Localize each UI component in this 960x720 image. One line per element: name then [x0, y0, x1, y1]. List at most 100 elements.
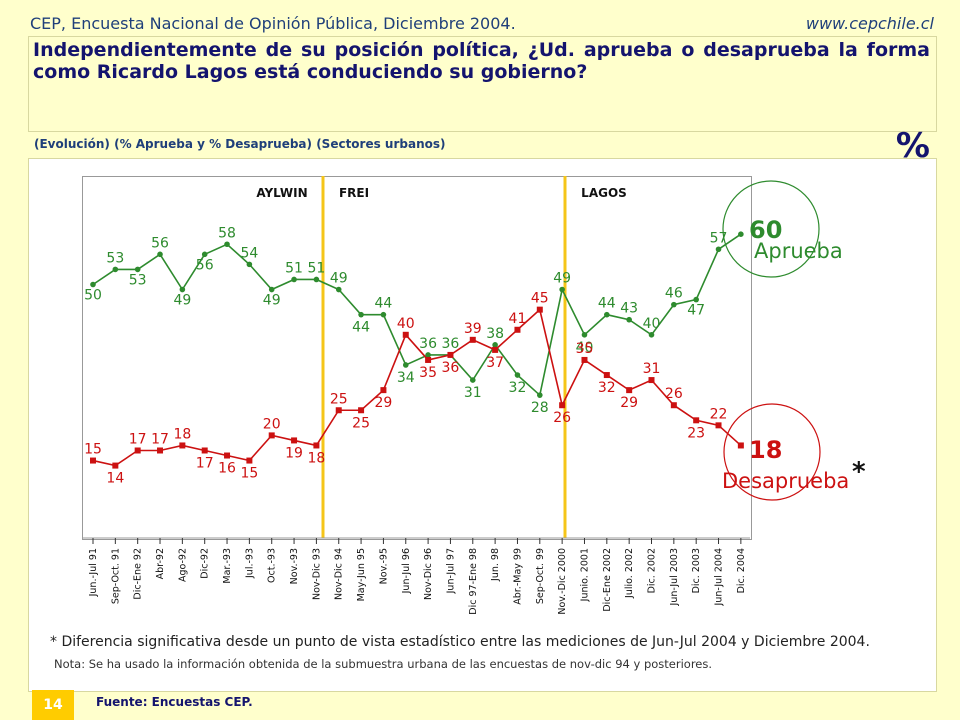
aprueba-data-label: 51	[285, 260, 303, 276]
desaprueba-data-point	[581, 356, 588, 363]
x-axis-category-label: Nov.-95	[378, 548, 389, 584]
aprueba-data-label: 40	[643, 316, 661, 332]
website-link[interactable]: www.cepchile.cl	[805, 14, 934, 33]
aprueba-data-label: 56	[151, 235, 169, 251]
survey-source-header: CEP, Encuesta Nacional de Opinión Públic…	[30, 14, 516, 33]
aprueba-data-point	[581, 332, 588, 338]
aprueba-data-point	[648, 332, 655, 338]
aprueba-data-label: 36	[419, 336, 437, 352]
desaprueba-data-point	[224, 452, 231, 459]
desaprueba-data-label: 26	[553, 410, 571, 426]
desaprueba-data-label: 39	[464, 321, 482, 337]
aprueba-data-label: 28	[531, 400, 549, 416]
question-text: Independientemente de su posición políti…	[33, 39, 930, 83]
desaprueba-final-value: 18	[749, 436, 782, 464]
desaprueba-data-label: 25	[352, 415, 370, 431]
aprueba-data-point	[134, 266, 141, 273]
x-axis-category-label: Abr-92	[155, 548, 166, 579]
aprueba-data-label: 53	[106, 250, 124, 266]
aprueba-data-point	[268, 286, 275, 293]
desaprueba-data-point	[201, 447, 208, 454]
x-axis-category-label: Junio. 2001	[579, 548, 590, 602]
aprueba-data-point	[402, 362, 409, 368]
aprueba-data-point	[313, 276, 320, 283]
desaprueba-data-label: 40	[397, 316, 415, 332]
aprueba-data-label: 34	[397, 370, 415, 386]
desaprueba-data-label: 29	[620, 395, 638, 411]
desaprueba-data-label: 41	[509, 311, 527, 327]
desaprueba-data-point	[358, 407, 365, 414]
aprueba-data-label: 53	[129, 272, 147, 288]
x-axis-category-label: Jun-Jul 2004	[714, 548, 725, 606]
x-axis-category-label: Dic-92	[200, 548, 211, 579]
desaprueba-data-point	[335, 407, 342, 414]
x-axis-category-label: Nov-Dic 96	[423, 548, 434, 600]
aprueba-data-point	[537, 392, 543, 398]
x-axis-category-label: Julio. 2002	[624, 548, 635, 599]
page-number: 14	[32, 690, 74, 720]
desaprueba-data-point	[492, 346, 499, 353]
aprueba-data-label: 32	[509, 380, 527, 396]
desaprueba-data-point	[268, 432, 275, 439]
desaprueba-data-point	[603, 372, 610, 379]
aprueba-data-point	[291, 276, 297, 283]
x-axis-category-label: May-Jun 95	[356, 548, 367, 601]
aprueba-data-point	[201, 251, 208, 258]
aprueba-data-label: 36	[442, 336, 460, 352]
desaprueba-data-label: 18	[307, 450, 325, 466]
aprueba-series-line	[92, 233, 742, 397]
desaprueba-data-point	[90, 457, 96, 464]
desaprueba-data-point	[447, 351, 454, 358]
aprueba-data-point	[335, 286, 342, 293]
period-label: FREI	[339, 186, 369, 200]
x-axis-category-label: Jun-Jul 2003	[669, 548, 680, 606]
aprueba-data-label: 58	[218, 225, 236, 241]
desaprueba-data-label: 29	[375, 395, 393, 411]
desaprueba-data-point	[246, 457, 253, 464]
aprueba-data-point	[715, 246, 722, 253]
aprueba-data-label: 49	[553, 271, 571, 287]
aprueba-data-label: 49	[173, 293, 191, 309]
desaprueba-data-label: 17	[129, 431, 147, 447]
desaprueba-data-point	[134, 447, 141, 454]
desaprueba-data-point	[737, 442, 744, 449]
desaprueba-data-point	[179, 442, 186, 449]
x-axis-category-label: Jun-Jul 97	[445, 548, 456, 594]
desaprueba-data-label: 15	[240, 466, 258, 482]
aprueba-data-label: 50	[84, 288, 102, 304]
aprueba-data-point	[112, 266, 119, 273]
x-axis-category-label: Dic-Ene 92	[133, 548, 144, 600]
aprueba-data-label: 44	[598, 296, 616, 312]
desaprueba-data-label: 17	[151, 431, 169, 447]
desaprueba-data-point	[670, 402, 677, 409]
aprueba-data-label: 47	[687, 303, 705, 319]
chart-subtitle: (Evolución) (% Aprueba y % Desaprueba) (…	[34, 137, 446, 151]
aprueba-data-point	[738, 231, 744, 237]
x-axis-category-label: Jun.-Jul 91	[88, 548, 99, 597]
desaprueba-data-label: 32	[598, 380, 616, 396]
aprueba-data-label: 46	[665, 286, 683, 302]
desaprueba-data-point	[693, 417, 700, 424]
desaprueba-data-label: 37	[486, 355, 504, 371]
aprueba-data-point	[671, 301, 677, 308]
desaprueba-data-point	[291, 437, 298, 444]
desaprueba-data-label: 16	[218, 461, 236, 477]
x-axis-category-label: Nov-Dic 94	[334, 548, 345, 600]
aprueba-data-label: 56	[196, 257, 214, 273]
x-axis-category-label: Nov-Dic 93	[311, 548, 322, 600]
desaprueba-data-point	[112, 462, 119, 469]
desaprueba-data-label: 45	[531, 291, 549, 307]
x-axis-category-label: Jun-Jul 96	[401, 548, 412, 594]
aprueba-data-point	[559, 286, 565, 293]
period-label: AYLWIN	[256, 186, 307, 200]
aprueba-final-label: Aprueba	[754, 239, 843, 263]
aprueba-data-point	[469, 377, 476, 383]
desaprueba-data-label: 25	[330, 391, 348, 407]
period-label: LAGOS	[581, 186, 627, 200]
aprueba-data-label: 44	[352, 320, 370, 336]
aprueba-data-point	[492, 342, 498, 348]
aprueba-data-point	[604, 311, 610, 318]
desaprueba-data-point	[648, 377, 655, 384]
aprueba-data-point	[626, 316, 632, 323]
